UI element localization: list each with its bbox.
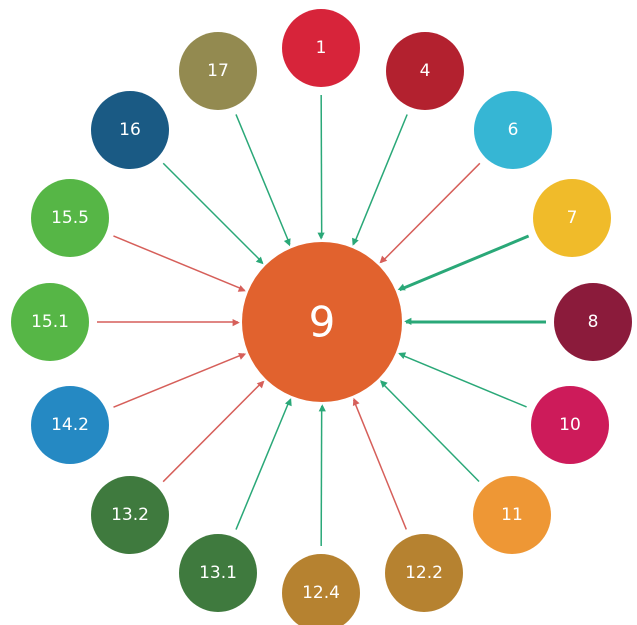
node-label: 11 (501, 505, 523, 525)
node-label: 8 (588, 312, 599, 332)
node-label: 10 (559, 415, 581, 435)
node-label: 7 (567, 208, 578, 228)
node-label: 6 (508, 120, 519, 140)
node-label: 14.2 (51, 415, 89, 435)
arrow (162, 162, 264, 265)
arrow (352, 114, 408, 246)
node (386, 32, 464, 110)
node-label: 16 (119, 120, 141, 140)
arrow (317, 94, 325, 240)
arrow (379, 162, 481, 264)
node (473, 476, 551, 554)
node (474, 91, 552, 169)
center-label: 9 (309, 298, 336, 347)
node (282, 554, 360, 625)
arrow (318, 404, 326, 547)
node-label: 4 (420, 61, 431, 81)
arrow (235, 398, 292, 530)
center-node (242, 242, 402, 402)
arrow (398, 352, 527, 408)
arrow (352, 397, 408, 530)
arrow (113, 235, 246, 292)
node (179, 534, 257, 612)
node (31, 179, 109, 257)
arrow (162, 380, 265, 483)
node (179, 32, 257, 110)
node-label: 12.2 (405, 563, 443, 583)
node (533, 179, 611, 257)
node-label: 15.1 (31, 312, 69, 332)
node (91, 476, 169, 554)
node (282, 9, 360, 87)
node-label: 17 (207, 61, 229, 81)
node (11, 283, 89, 361)
nodes: 1 4 6 7 8 10 11 12.2 12.4 13.1 13.2 14.2 15.1 15.5 16 1… (11, 9, 632, 625)
arrows (97, 94, 546, 547)
node (31, 386, 109, 464)
arrow (235, 114, 291, 247)
node-label: 12.4 (302, 583, 340, 603)
arrow (380, 380, 480, 483)
arrow (397, 234, 530, 292)
node (91, 91, 169, 169)
node-label: 1 (316, 38, 327, 58)
node (554, 283, 632, 361)
node-label: 13.1 (199, 563, 237, 583)
node (385, 534, 463, 612)
arrow (113, 353, 247, 408)
node (531, 386, 609, 464)
node-label: 13.2 (111, 505, 149, 525)
node-label: 15.5 (51, 208, 89, 228)
